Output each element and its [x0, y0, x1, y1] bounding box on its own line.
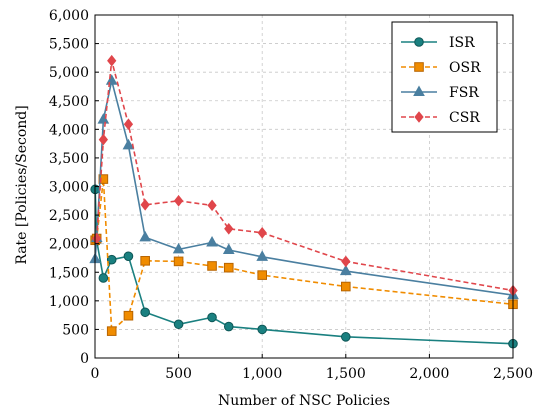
y-tick-label: 3,000	[49, 180, 89, 196]
point-csr	[257, 227, 267, 239]
point-fsr	[105, 74, 118, 85]
point-csr	[123, 118, 134, 130]
point-osr	[106, 326, 117, 336]
point-fsr	[256, 250, 269, 261]
legend-marker-isr	[414, 37, 424, 47]
point-isr	[140, 307, 150, 318]
tick-layer: 0 500 1,000 1,500 2,000 2,500 3,000 3,500 4,000 4…	[49, 8, 533, 382]
y-tick-label: 2,000	[49, 237, 89, 253]
x-axis-label: Number of NSC Policies	[218, 393, 390, 409]
y-tick-label: 5,500	[49, 37, 89, 53]
point-osr	[123, 310, 134, 321]
point-isr	[123, 251, 134, 262]
point-csr	[173, 194, 184, 207]
point-fsr	[97, 113, 110, 124]
series-line-isr	[94, 189, 514, 345]
point-osr	[257, 270, 267, 280]
point-osr	[207, 261, 217, 271]
point-fsr	[206, 235, 218, 247]
point-fsr	[222, 243, 235, 254]
x-tick-label: 1,500	[326, 366, 366, 382]
series-osr	[90, 174, 518, 336]
legend-label-csr: CSR	[449, 110, 480, 126]
point-isr	[207, 312, 217, 323]
point-isr	[341, 332, 351, 342]
point-isr	[98, 273, 109, 283]
point-osr	[173, 256, 184, 267]
y-tick-label: 5,000	[49, 65, 89, 81]
series-line-osr	[94, 178, 514, 332]
y-tick-label: 1,000	[49, 294, 89, 310]
point-csr	[224, 223, 234, 235]
point-isr	[173, 319, 184, 330]
legend-marker-fsr	[413, 85, 425, 96]
series-isr	[90, 184, 518, 349]
legend-box	[391, 21, 498, 133]
point-csr	[107, 54, 117, 67]
y-axis-label: Rate [Policies/Second]	[14, 105, 30, 264]
legend: ISR OSR FSR CSR	[391, 21, 498, 133]
legend-marker-csr	[414, 111, 424, 123]
point-fsr	[339, 264, 352, 276]
legend-label-osr: OSR	[449, 60, 481, 76]
legend-label-isr: ISR	[449, 35, 475, 51]
point-isr	[223, 321, 234, 332]
point-csr	[140, 198, 150, 211]
x-tick-label: 500	[165, 366, 192, 382]
series-csr	[92, 54, 518, 297]
y-tick-label: 4,500	[49, 94, 89, 110]
point-isr	[257, 324, 268, 335]
x-tick-label: 2,500	[493, 366, 533, 382]
point-osr	[223, 262, 234, 273]
point-isr	[106, 254, 117, 265]
y-tick-label: 1,500	[49, 265, 89, 281]
series-layer	[89, 54, 519, 349]
point-osr	[98, 174, 109, 184]
point-osr	[140, 256, 150, 266]
point-fsr	[139, 230, 152, 242]
point-fsr	[172, 242, 185, 254]
point-fsr	[122, 138, 135, 150]
y-tick-label: 500	[62, 322, 89, 338]
point-csr	[207, 199, 217, 212]
y-tick-label: 3,500	[49, 151, 89, 167]
y-tick-label: 0	[80, 351, 89, 367]
y-tick-label: 6,000	[49, 8, 89, 24]
legend-label-fsr: FSR	[449, 85, 479, 101]
point-csr	[98, 133, 109, 146]
point-csr	[341, 255, 351, 268]
legend-marker-osr	[414, 62, 424, 72]
x-tick-label: 2,000	[409, 366, 449, 382]
x-tick-label: 0	[91, 366, 100, 382]
x-tick-label: 1,000	[242, 366, 282, 382]
y-tick-label: 2,500	[49, 208, 89, 224]
y-tick-label: 4,000	[49, 122, 89, 138]
point-osr	[341, 281, 351, 292]
